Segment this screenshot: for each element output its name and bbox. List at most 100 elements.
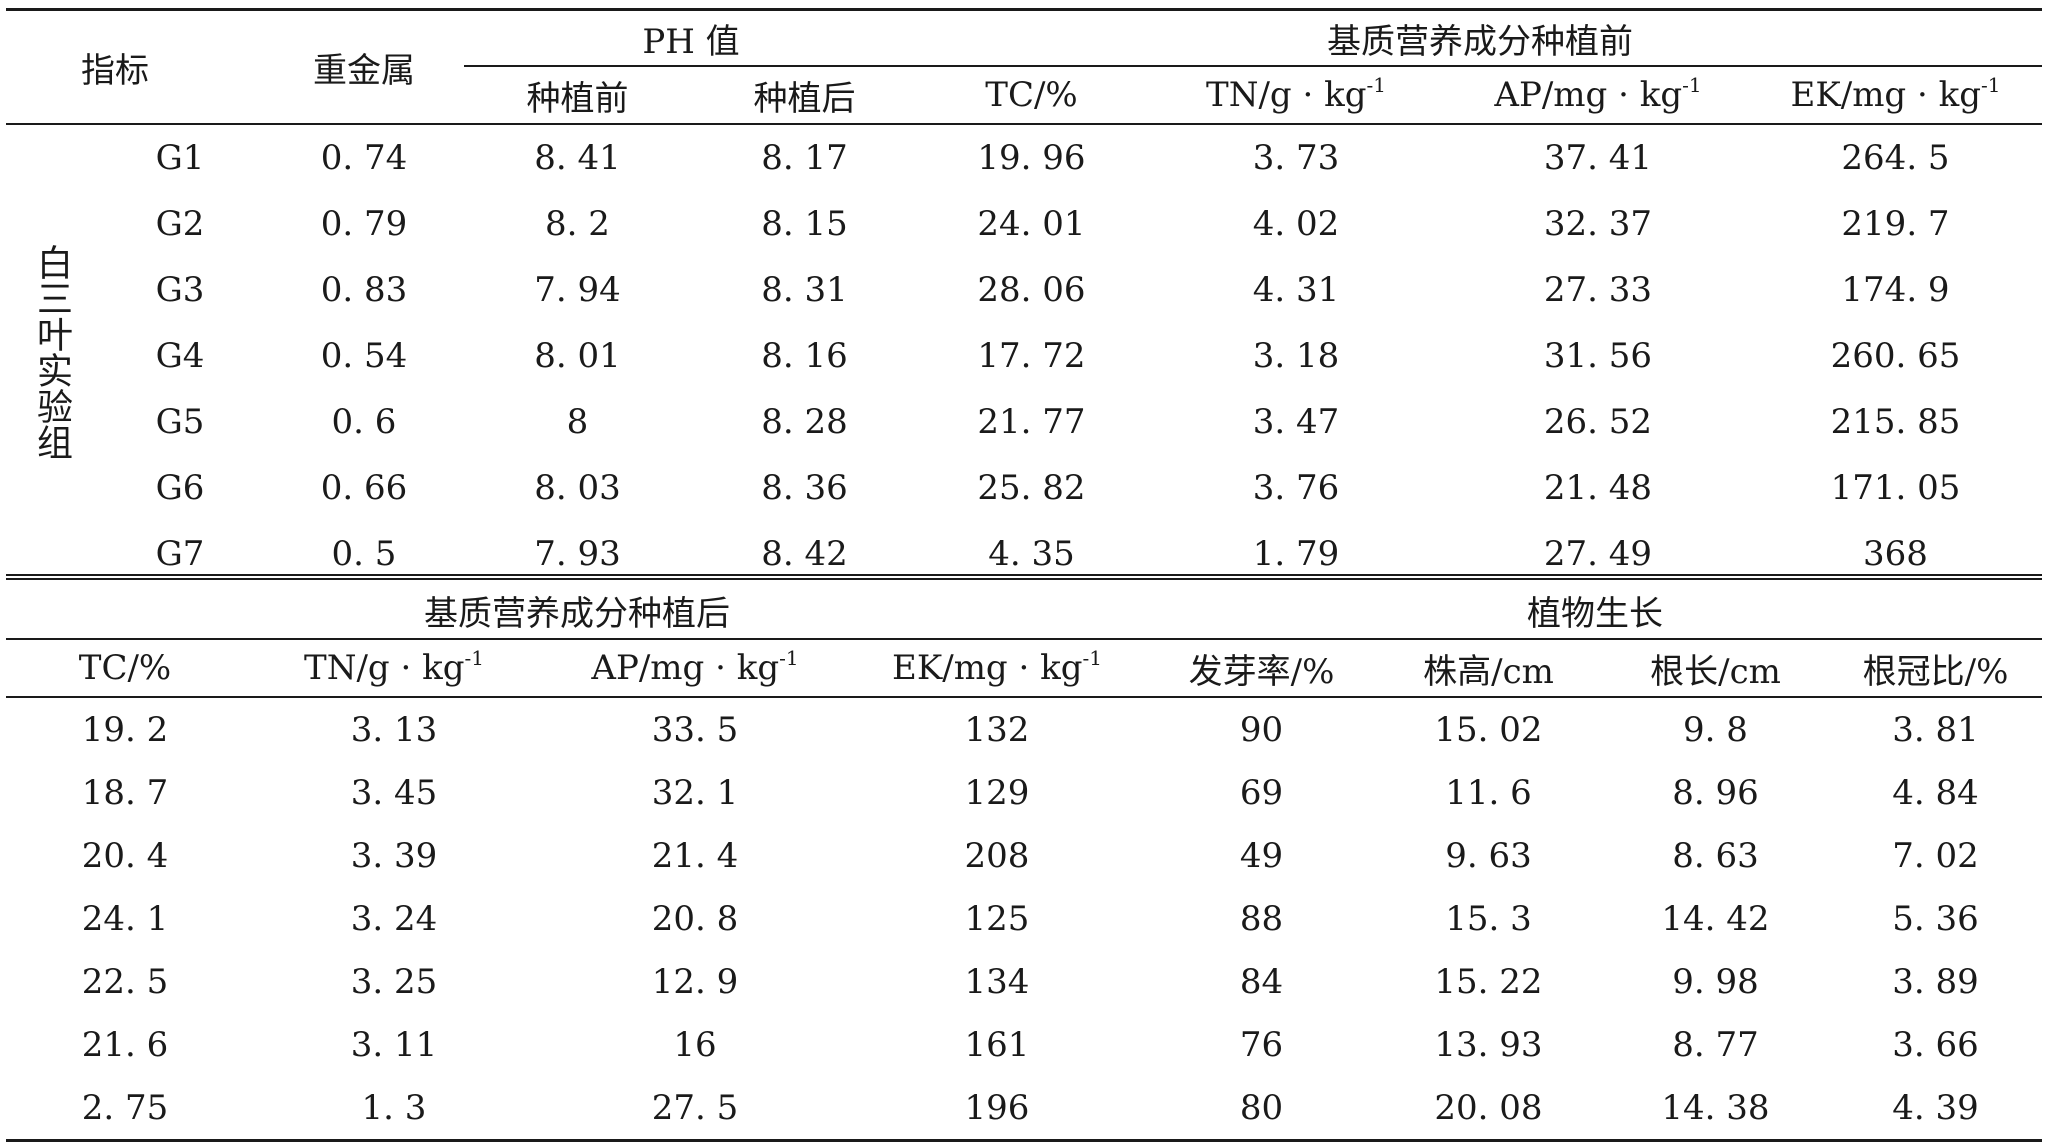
ph-before-cell: 8. 03: [534, 468, 621, 508]
ph-group-header: PH 值: [464, 9, 918, 67]
tc-before-cell: 25. 82: [977, 468, 1086, 508]
tn-before-cell: 4. 31: [1252, 270, 1340, 310]
germination-cell: 90: [1239, 709, 1284, 750]
nutrients-before-group-header: 基质营养成分种植前: [918, 9, 2042, 67]
nutrients-after-group-header: 基质营养成分种植后: [6, 582, 1148, 640]
tc-after-cell: 22. 5: [81, 961, 169, 1002]
root-shoot-ratio-header: 根冠比/%: [1829, 639, 2042, 698]
root-shoot-ratio-cell: 4. 84: [1892, 772, 1979, 813]
ph-after-header: 种植后: [691, 66, 918, 125]
germination-cell: 69: [1239, 772, 1284, 813]
heavy-metal-header: 重金属: [264, 9, 464, 125]
germination-header: 发芽率/%: [1148, 639, 1375, 698]
tc-after-cell: 2. 75: [81, 1087, 169, 1128]
tc-before-header: TC/%: [918, 66, 1145, 125]
ap-before-cell: 27. 49: [1543, 534, 1653, 574]
plant-height-cell: 15. 3: [1445, 898, 1532, 939]
root-length-cell: 14. 42: [1661, 898, 1770, 939]
ap-after-cell: 16: [673, 1024, 717, 1065]
table-row: G2 0. 79 8. 2 8. 15 24. 01 4. 02 32. 37 219. 7: [6, 191, 2042, 257]
ek-before-cell: 171. 05: [1830, 468, 1961, 508]
ph-after-cell: 8. 15: [761, 204, 848, 244]
top-table-body: 白三叶实验组 G1 0. 74 8. 41 8. 17 19. 96 3. 73 37. 41…: [6, 124, 2042, 587]
tc-after-cell: 24. 1: [81, 898, 169, 939]
ph-after-cell: 8. 28: [761, 402, 848, 442]
table-row: 2. 75 1. 3 27. 5 196 80 20. 08 14. 38 4. 39: [6, 1076, 2042, 1141]
sample-id-cell: G6: [155, 468, 205, 508]
group-label-cell: 白三叶实验组: [6, 124, 96, 587]
ph-before-cell: 7. 93: [534, 534, 621, 574]
sample-id-cell: G2: [155, 204, 205, 244]
root-length-cell: 8. 96: [1672, 772, 1759, 813]
ek-after-cell: 196: [964, 1087, 1030, 1128]
bottom-header-row-2: TC/% TN/g · kg-1 AP/mg · kg-1 EK/mg · kg…: [6, 639, 2042, 698]
heavy-metal-cell: 0. 66: [320, 468, 408, 508]
ek-after-cell: 132: [964, 709, 1030, 750]
root-shoot-ratio-cell: 4. 39: [1892, 1087, 1979, 1128]
ek-after-cell: 125: [964, 898, 1030, 939]
table-row: 22. 5 3. 25 12. 9 134 84 15. 22 9. 98 3. 89: [6, 950, 2042, 1013]
germination-cell: 84: [1239, 961, 1284, 1002]
tn-before-cell: 1. 79: [1252, 534, 1340, 574]
plant-height-cell: 9. 63: [1445, 835, 1532, 876]
ph-before-cell: 8: [566, 402, 589, 442]
heavy-metal-cell: 0. 5: [331, 534, 397, 574]
plant-height-cell: 20. 08: [1434, 1087, 1543, 1128]
ap-before-header: AP/mg · kg-1: [1447, 66, 1749, 125]
table-row: 21. 6 3. 11 16 161 76 13. 93 8. 77 3. 66: [6, 1013, 2042, 1076]
ph-after-cell: 8. 31: [761, 270, 848, 310]
table-row: 白三叶实验组 G1 0. 74 8. 41 8. 17 19. 96 3. 73 37. 41…: [6, 124, 2042, 460]
ph-before-cell: 7. 94: [534, 270, 621, 310]
heavy-metal-cell: 0. 74: [320, 138, 408, 178]
sample-id-cell: G1: [155, 138, 205, 178]
bottom-header-row-1: 基质营养成分种植后 植物生长: [6, 582, 2042, 640]
tn-before-cell: 4. 02: [1252, 204, 1340, 244]
ap-after-cell: 32. 1: [651, 772, 739, 813]
heavy-metal-cell: 0. 54: [320, 336, 408, 376]
ph-after-cell: 8. 16: [761, 336, 848, 376]
table-row: G4 0. 54 8. 01 8. 16 17. 72 3. 18 31. 56 260. 6…: [6, 323, 2042, 389]
heavy-metal-cell: 0. 6: [331, 402, 397, 442]
ap-after-header: AP/mg · kg-1: [544, 639, 846, 698]
ek-before-cell: 219. 7: [1841, 204, 1950, 244]
tn-after-cell: 3. 13: [350, 709, 438, 750]
ek-before-cell: 260. 65: [1830, 336, 1961, 376]
root-length-cell: 14. 38: [1661, 1087, 1770, 1128]
ek-after-cell: 208: [964, 835, 1030, 876]
tc-after-cell: 18. 7: [81, 772, 169, 813]
ap-before-cell: 21. 48: [1543, 468, 1653, 508]
germination-cell: 76: [1239, 1024, 1284, 1065]
ap-before-cell: 27. 33: [1543, 270, 1653, 310]
ap-before-cell: 37. 41: [1543, 138, 1653, 178]
ek-after-header: EK/mg · kg-1: [846, 639, 1148, 698]
plant-height-cell: 11. 6: [1445, 772, 1532, 813]
tc-before-cell: 21. 77: [977, 402, 1086, 442]
root-shoot-ratio-cell: 3. 66: [1892, 1024, 1979, 1065]
ph-after-cell: 8. 17: [761, 138, 848, 178]
sample-id-cell: G7: [155, 534, 205, 574]
root-length-header: 根长/cm: [1602, 639, 1829, 698]
table-row: G3 0. 83 7. 94 8. 31 28. 06 4. 31 27. 33 174. 9: [6, 257, 2042, 323]
ek-before-cell: 174. 9: [1841, 270, 1950, 310]
ek-before-cell: 264. 5: [1841, 138, 1950, 178]
ph-before-cell: 8. 01: [534, 336, 621, 376]
top-table: 指标 重金属 PH 值 基质营养成分种植前 种植前 种植后 TC/% TN/g …: [6, 8, 2042, 587]
tc-before-cell: 24. 01: [977, 204, 1086, 244]
ek-before-cell: 215. 85: [1830, 402, 1961, 442]
sample-id-cell: G4: [155, 336, 205, 376]
tc-after-cell: 21. 6: [81, 1024, 169, 1065]
sample-id-cell: G3: [155, 270, 205, 310]
ek-before-header: EK/mg · kg-1: [1749, 66, 2042, 125]
ph-before-cell: 8. 2: [545, 204, 610, 244]
heavy-metal-cell: 0. 83: [320, 270, 408, 310]
tn-before-header: TN/g · kg-1: [1145, 66, 1447, 125]
ap-after-cell: 21. 4: [651, 835, 739, 876]
tc-before-cell: 17. 72: [977, 336, 1086, 376]
root-shoot-ratio-cell: 3. 81: [1892, 709, 1979, 750]
plant-height-cell: 15. 02: [1434, 709, 1543, 750]
ph-before-cell: 8. 41: [534, 138, 621, 178]
table-divider: [6, 574, 2042, 580]
plant-height-cell: 13. 93: [1434, 1024, 1543, 1065]
ap-after-cell: 20. 8: [651, 898, 739, 939]
tn-before-cell: 3. 18: [1252, 336, 1340, 376]
